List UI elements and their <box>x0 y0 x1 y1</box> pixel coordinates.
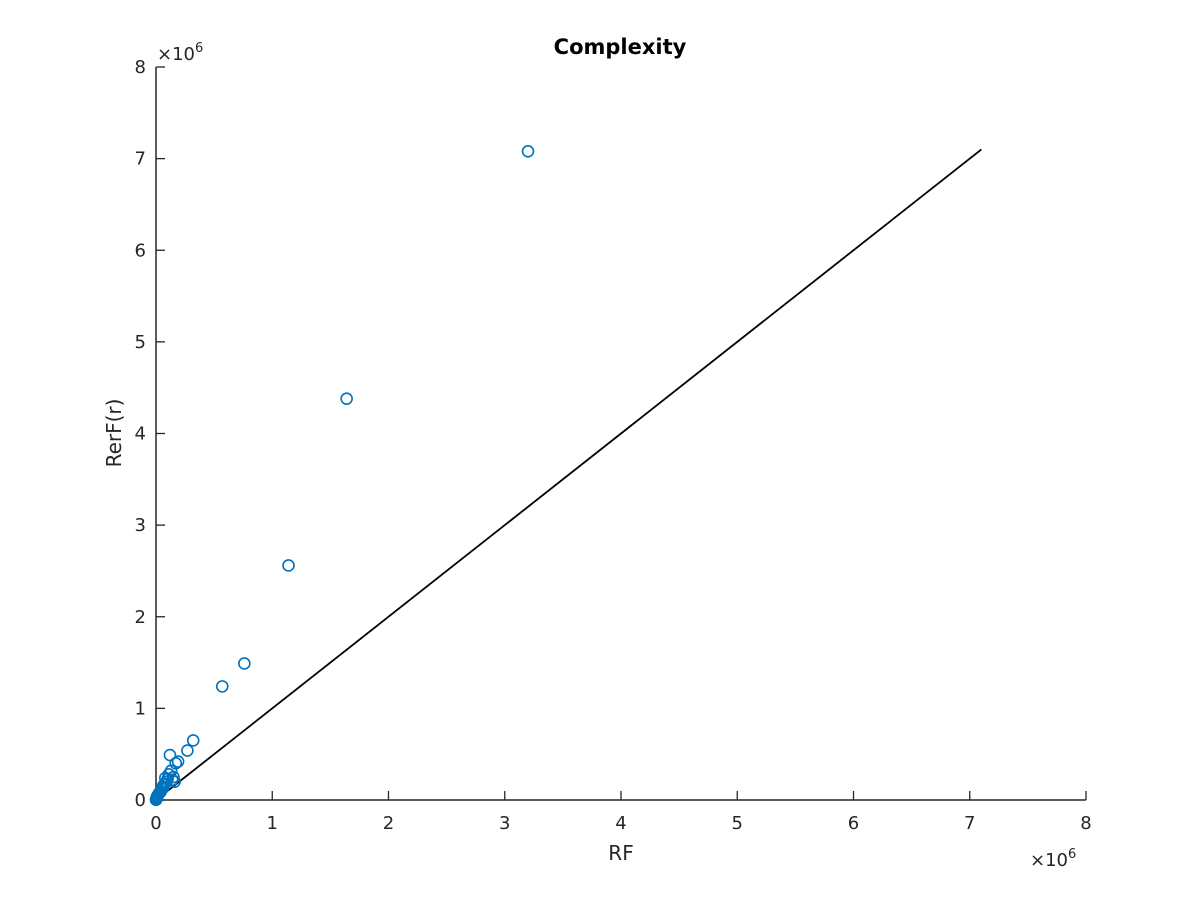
data-points <box>149 144 535 807</box>
x-tick-label: 4 <box>615 813 626 834</box>
data-point <box>154 785 167 799</box>
y-exponent-base: ×10 <box>157 44 195 65</box>
x-axis-label: RF <box>608 841 633 865</box>
data-point <box>282 559 295 572</box>
plot-area: 0 1 2 3 4 5 6 7 8 0 1 2 3 4 5 6 7 8 <box>135 57 1092 834</box>
y-tick-label: 1 <box>135 698 146 719</box>
chart-title: Complexity <box>554 35 687 59</box>
data-point <box>238 657 251 670</box>
x-axis-ticks: 0 1 2 3 4 5 6 7 8 <box>150 791 1092 834</box>
data-point <box>171 755 185 768</box>
y-tick-label: 6 <box>135 240 146 261</box>
x-tick-label: 7 <box>964 813 975 834</box>
x-tick-label: 6 <box>848 813 859 834</box>
x-tick-label: 0 <box>150 813 161 834</box>
data-point <box>181 744 194 757</box>
data-point <box>521 144 535 158</box>
y-tick-label: 5 <box>135 332 146 353</box>
x-exponent-power: 6 <box>1068 847 1076 862</box>
data-point <box>152 787 166 800</box>
y-tick-label: 8 <box>135 57 146 78</box>
y-tick-label: 3 <box>135 515 146 536</box>
x-tick-label: 3 <box>499 813 510 834</box>
y-axis-label: RerF(r) <box>102 399 126 468</box>
x-tick-label: 2 <box>383 813 394 834</box>
data-point <box>165 773 179 787</box>
data-point <box>168 775 181 788</box>
data-point <box>340 392 353 405</box>
y-tick-label: 7 <box>135 149 146 170</box>
y-axis-ticks: 0 1 2 3 4 5 6 7 8 <box>135 57 165 811</box>
y-exponent-power: 6 <box>195 41 203 56</box>
x-exponent-label: ×106 <box>1030 847 1076 871</box>
y-tick-label: 2 <box>135 607 146 628</box>
y-exponent-label: ×106 <box>157 41 203 65</box>
data-point <box>163 748 177 762</box>
x-tick-label: 5 <box>732 813 743 834</box>
x-tick-label: 8 <box>1080 813 1091 834</box>
data-point <box>186 734 200 747</box>
data-point <box>215 680 229 693</box>
reference-line <box>155 148 982 801</box>
y-tick-label: 0 <box>135 790 146 811</box>
y-tick-label: 4 <box>135 424 146 445</box>
x-tick-label: 1 <box>267 813 278 834</box>
x-exponent-base: ×10 <box>1030 850 1068 871</box>
